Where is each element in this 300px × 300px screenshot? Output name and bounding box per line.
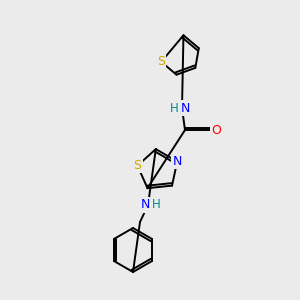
Text: N: N xyxy=(140,199,150,212)
Text: S: S xyxy=(134,159,142,172)
Text: O: O xyxy=(211,124,221,136)
Text: N: N xyxy=(180,101,190,115)
Text: S: S xyxy=(157,55,165,68)
Text: H: H xyxy=(169,101,178,115)
Text: N: N xyxy=(172,155,182,168)
Text: H: H xyxy=(152,199,160,212)
